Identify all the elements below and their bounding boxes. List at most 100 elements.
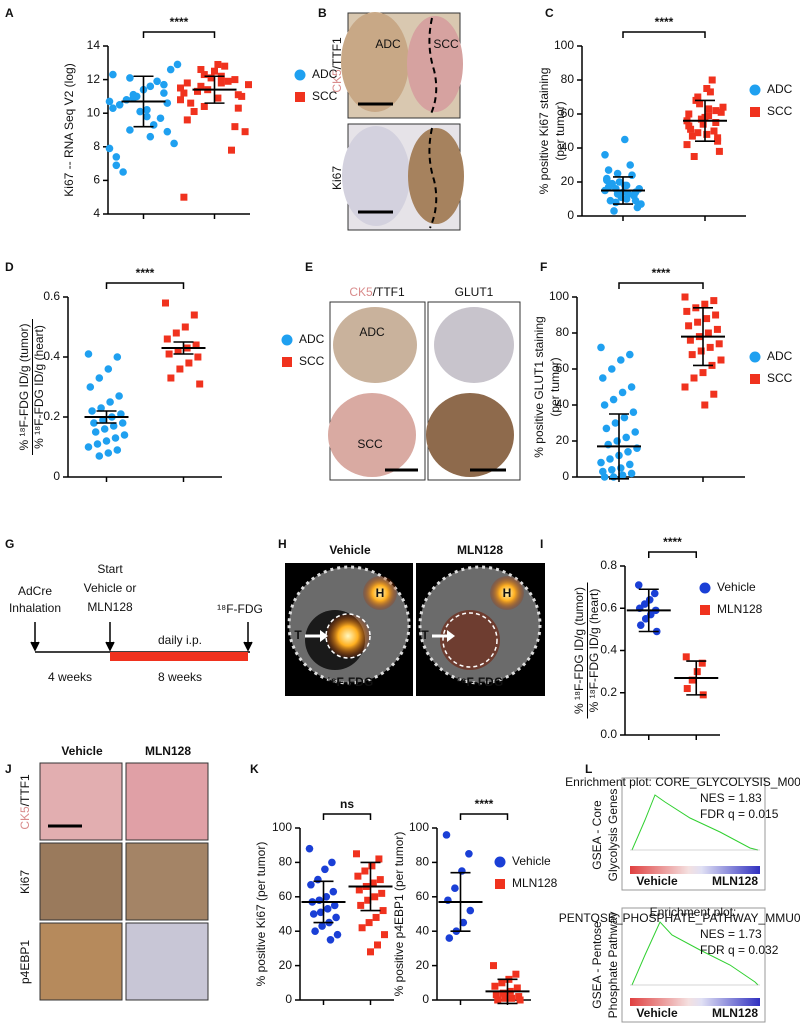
data-point — [712, 311, 720, 319]
data-point — [221, 62, 229, 70]
data-point — [224, 77, 232, 85]
data-point — [109, 70, 117, 79]
data-point — [231, 76, 239, 84]
y-tick-label: 0 — [53, 469, 60, 483]
y-axis-label: (per tumor) — [548, 357, 562, 416]
data-point — [200, 71, 208, 79]
y-tick-label: 40 — [561, 140, 575, 154]
data-point — [86, 383, 95, 391]
label: Ki67 — [18, 870, 32, 894]
data-point — [173, 60, 182, 69]
data-point — [451, 884, 459, 892]
significance-bracket — [322, 813, 372, 820]
data-point — [143, 112, 151, 121]
data-point — [628, 171, 636, 179]
data-point — [136, 107, 144, 116]
data-point — [129, 90, 138, 99]
data-point — [149, 121, 158, 129]
data-point — [95, 452, 104, 460]
data-point — [611, 419, 620, 427]
y-axis-label: (per tumor) — [553, 101, 567, 160]
data-point — [176, 365, 184, 373]
data-point — [613, 437, 621, 445]
label: Vehicle or — [84, 581, 137, 595]
data-point — [717, 108, 725, 116]
data-point — [719, 103, 727, 111]
label: p4EBP1 — [18, 940, 32, 984]
data-point — [119, 168, 127, 176]
data-point — [618, 388, 627, 397]
legend-label: ADC — [767, 82, 793, 96]
timeline — [30, 622, 253, 661]
data-point — [613, 169, 622, 178]
y-tick-label: 0 — [422, 992, 429, 1006]
y-tick-label: 0.2 — [600, 685, 617, 699]
y-tick-label: 80 — [416, 855, 430, 869]
data-point — [163, 127, 172, 136]
data-point — [231, 123, 239, 131]
significance: **** — [652, 266, 671, 280]
data-point — [379, 907, 387, 915]
data-point — [84, 350, 93, 358]
data-point — [637, 200, 645, 208]
data-point — [321, 865, 329, 874]
data-point — [307, 880, 315, 889]
legend-label: ADC — [299, 332, 325, 346]
data-point — [634, 581, 643, 589]
data-point — [698, 659, 706, 667]
panel-label: F — [540, 260, 547, 274]
y-axis-label: % positive Ki67 staining — [537, 68, 551, 195]
label: Ki67 — [330, 166, 344, 190]
label: FDR q = 0.015 — [700, 807, 779, 821]
legend-marker — [750, 374, 760, 384]
data-point — [615, 178, 624, 186]
data-point — [241, 128, 249, 136]
data-point — [165, 350, 173, 358]
data-point — [697, 347, 705, 355]
data-point — [126, 74, 134, 82]
data-point — [228, 146, 235, 154]
data-point — [617, 464, 625, 472]
stain-ttf1: /TTF1 — [330, 37, 344, 69]
data-point — [458, 867, 466, 875]
data-point — [465, 850, 473, 858]
data-point — [355, 886, 363, 894]
label: GSEA - Core — [590, 800, 604, 870]
label: MLN128 — [87, 600, 133, 614]
data-point — [627, 469, 636, 478]
label: ADC — [359, 325, 385, 339]
significance-bracket — [648, 551, 697, 558]
label: T — [294, 628, 302, 642]
data-point — [640, 600, 649, 608]
data-point — [609, 395, 618, 404]
pet-images — [285, 563, 545, 696]
data-point — [626, 460, 634, 469]
y-tick-label: 0 — [285, 992, 292, 1006]
data-point — [309, 910, 318, 918]
data-point — [353, 850, 360, 858]
data-point — [234, 91, 242, 99]
data-point — [708, 76, 716, 84]
data-point — [113, 353, 122, 361]
data-point — [194, 353, 202, 361]
legend-label: SCC — [299, 354, 325, 368]
y-tick-label: 4 — [93, 206, 100, 220]
data-point — [685, 322, 693, 330]
label: NES = 1.73 — [700, 927, 762, 941]
label: SCC — [357, 437, 383, 451]
data-point — [112, 153, 121, 161]
data-point — [104, 365, 113, 373]
label: Vehicle — [61, 744, 103, 758]
data-point — [143, 106, 151, 114]
data-point — [305, 844, 314, 853]
legend-marker — [281, 334, 293, 346]
data-point — [118, 419, 127, 427]
y-tick-label: 100 — [554, 38, 574, 52]
data-point — [696, 100, 704, 108]
data-point — [207, 74, 215, 82]
data-point — [705, 105, 713, 113]
label: H — [503, 586, 512, 600]
data-point — [681, 293, 689, 301]
data-point — [95, 374, 104, 382]
data-point — [714, 134, 722, 142]
